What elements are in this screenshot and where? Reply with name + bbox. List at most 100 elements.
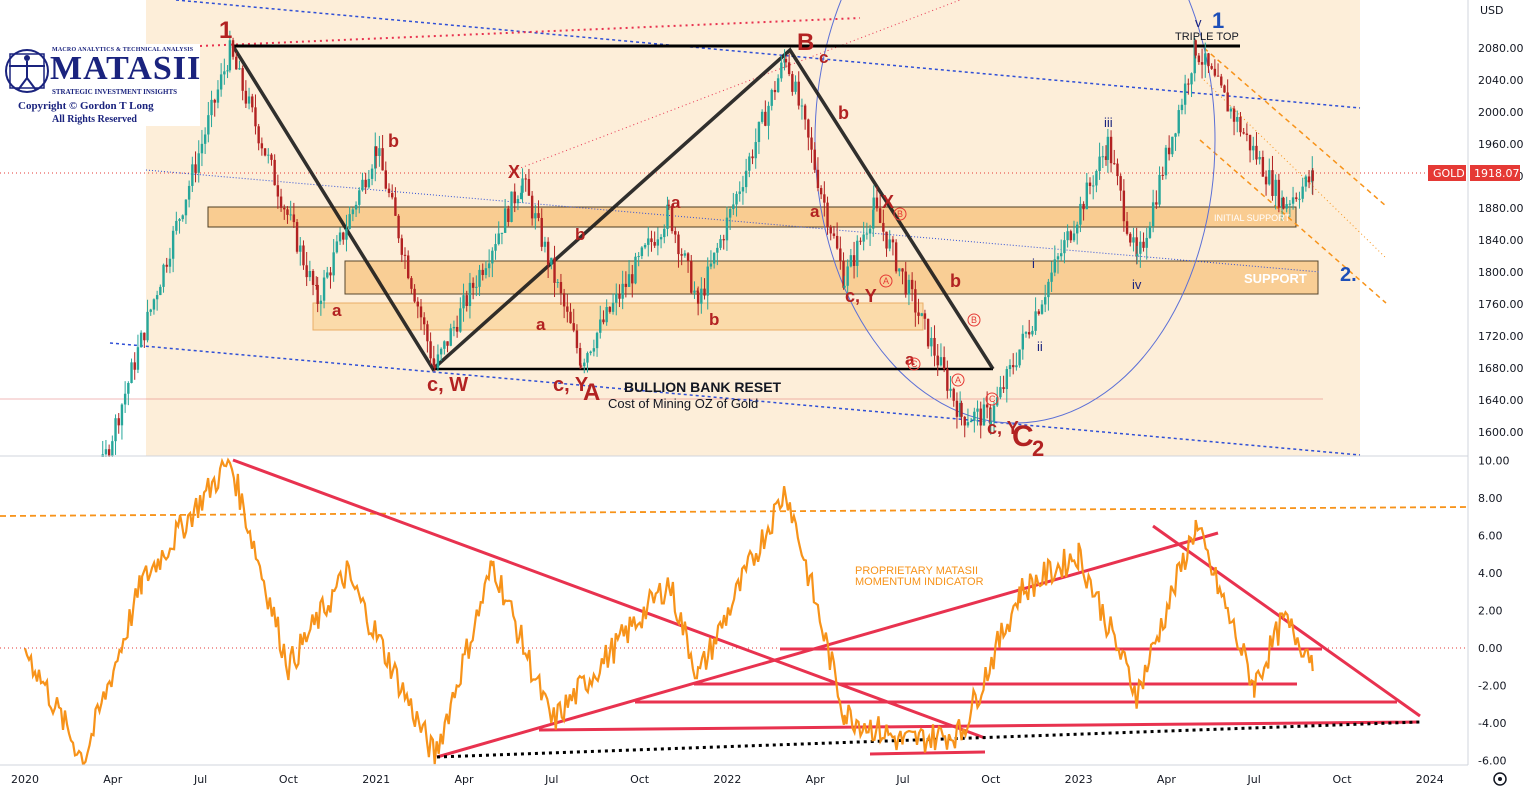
candle-body [358,190,361,205]
candle-body [791,74,794,92]
candle-body [1063,240,1066,254]
candle-body [696,292,700,304]
candle-body [487,263,491,269]
candle-body [1044,297,1047,305]
candle-body [311,271,315,285]
candle-body [856,240,859,266]
candle-body [1177,110,1180,134]
candle-body [1274,179,1277,196]
last-price-value: 1918.07 [1474,167,1520,180]
candle-body [553,257,556,283]
time-tick: Jul [895,773,909,786]
candle-body [852,255,856,266]
candle-body [534,213,537,219]
candle-body [351,209,355,215]
candle-body [1053,259,1056,273]
candle-body [659,237,663,240]
time-tick: Apr [1157,773,1177,786]
wave-iii-label: iii [1104,115,1113,130]
candle-body [213,99,216,103]
candle-body [1285,204,1288,209]
candle-body [155,295,159,300]
candle-body [443,341,446,349]
candle-body [832,233,836,236]
candle-body [618,293,621,299]
candle-body [894,242,898,272]
wave-v-label: v [1195,15,1202,30]
candle-body [783,58,786,63]
time-tick: 2024 [1416,773,1444,786]
wave-cYA-label: c, Y [553,374,589,396]
momentum-pane[interactable] [0,457,1468,765]
candle-body [171,230,175,259]
candle-body [1109,136,1113,164]
candle-body [578,348,582,366]
candle-body [1252,145,1255,151]
candle-body [680,254,683,256]
candle-body [608,307,612,312]
candle-body [216,89,220,103]
upper-channel-line [175,0,1361,109]
candle-body [1116,163,1119,177]
candle-body [842,261,845,288]
candle-body [1282,197,1285,209]
candle-body [643,244,647,248]
candle-body [1161,174,1164,176]
candle-body [1066,231,1069,241]
logo-rights: All Rights Reserved [52,114,137,125]
candle-body [611,302,615,312]
candle-body [286,209,289,215]
orange-channel-top [1203,47,1387,207]
candle-body [462,295,465,309]
candle-body [370,168,374,179]
candle-body [433,365,436,369]
candle-body [923,313,927,319]
momentum-line [23,457,1314,766]
candle-body [267,154,270,156]
candle-body [1060,253,1063,257]
candle-body [1005,369,1008,390]
candle-body [238,68,241,70]
candle-body [364,179,367,188]
candle-body [500,232,504,234]
cycle-ellipse [814,0,1216,424]
candle-body [289,214,292,216]
candle-body [813,149,816,170]
candle-body [949,388,952,391]
wave-a4-label: a [536,315,546,334]
candle-body [1242,132,1245,134]
price-tick: 2040.00 [1478,74,1523,87]
candle-body [1223,85,1226,93]
candle-body [1210,66,1213,69]
pattern-zigzag [231,45,995,372]
time-axis[interactable] [0,765,1523,794]
candle-body [907,279,911,295]
momentum-tick: 8.00 [1478,492,1503,505]
candle-body [235,56,238,70]
candle-body [1142,241,1145,248]
candle-body [807,119,810,138]
candle-body [1204,53,1207,65]
candle-body [107,449,111,457]
candle-body [1122,190,1126,222]
candle-body [497,233,500,245]
price-tick: 1600.00 [1478,426,1523,439]
candle-body [342,232,345,240]
candle-body [933,337,936,356]
candle-body [513,191,516,204]
lower-support-zone [312,302,924,331]
candle-body [693,290,696,293]
candle-body [1095,171,1098,186]
candle-body [241,68,244,91]
settings-icon[interactable] [1493,772,1507,786]
candle-body [1197,55,1201,63]
candle-body [387,188,391,193]
candle-body [650,238,653,243]
momentum-title-1: PROPRIETARY MATASII [855,565,978,577]
candle-body [326,272,329,278]
candle-body [1113,163,1116,165]
candle-body [569,311,572,324]
wave-b3-label: b [709,310,719,329]
price-axis[interactable] [1468,0,1523,794]
candle-body [228,40,232,71]
